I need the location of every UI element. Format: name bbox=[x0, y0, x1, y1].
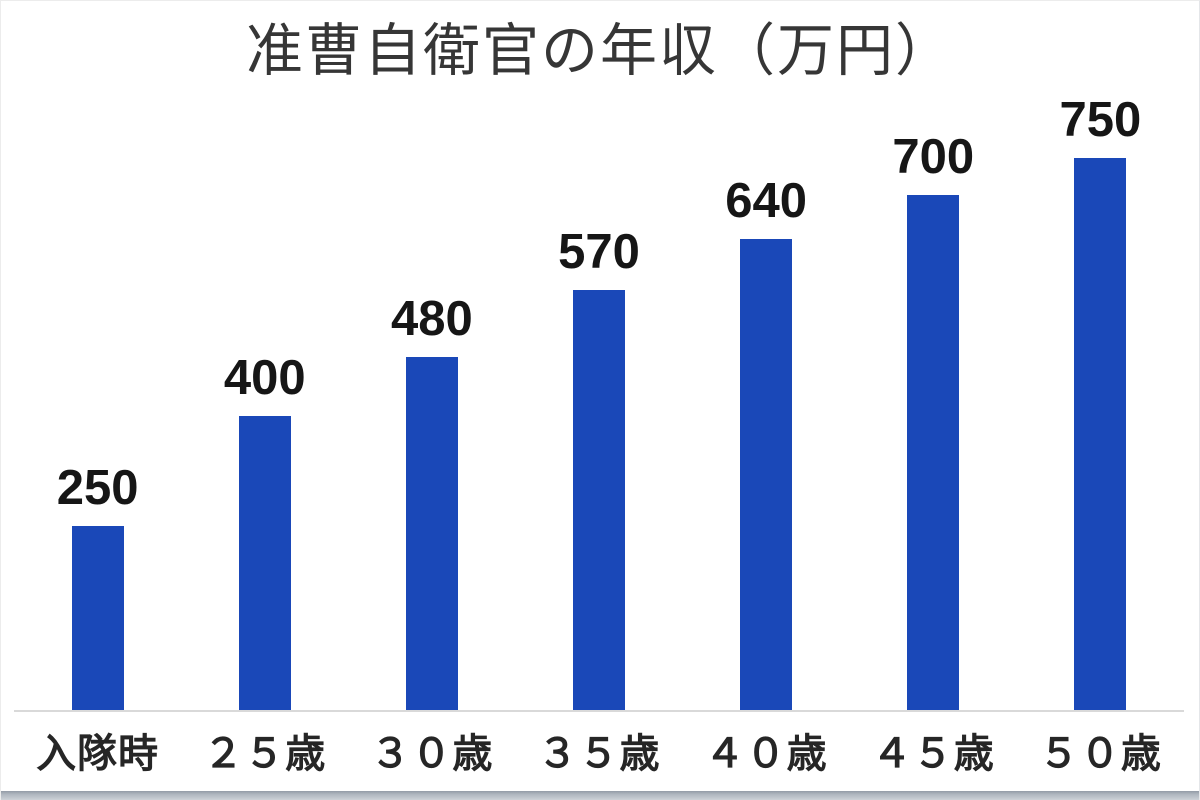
bar bbox=[572, 290, 625, 710]
bottom-edge-band bbox=[1, 791, 1199, 800]
bar-value-label: 750 bbox=[1059, 93, 1142, 147]
bar-column: 480 bbox=[348, 96, 515, 710]
bar bbox=[1074, 158, 1127, 710]
bar bbox=[907, 195, 960, 710]
x-axis-label: ３５歳 bbox=[537, 732, 661, 776]
x-axis-label: ５０歳 bbox=[1038, 732, 1162, 776]
bar-value-label: 570 bbox=[558, 225, 640, 279]
bar bbox=[405, 357, 458, 710]
bar-value-label: 400 bbox=[223, 351, 306, 405]
bar-column: 250 bbox=[14, 96, 181, 710]
bar-column: 750 bbox=[1017, 96, 1184, 710]
x-axis-line bbox=[14, 710, 1184, 712]
x-axis-labels: 入隊時 ２５歳 ３０歳 ３５歳 ４０歳 ４５歳 ５０歳 bbox=[14, 729, 1184, 779]
x-axis-label: ２５歳 bbox=[203, 732, 327, 776]
bar-column: 400 bbox=[181, 96, 348, 710]
bar-value-label: 480 bbox=[390, 292, 473, 346]
bar-value-label: 640 bbox=[725, 174, 808, 228]
chart-title: 准曹自衛官の年収（万円） bbox=[246, 19, 954, 83]
bar bbox=[71, 526, 124, 710]
bar-column: 700 bbox=[850, 96, 1017, 710]
x-axis-label: ４５歳 bbox=[871, 732, 995, 776]
plot-area: 250 400 480 570 640 700 750 bbox=[14, 96, 1184, 710]
bar-value-label: 250 bbox=[56, 461, 139, 515]
x-axis-label: ３０歳 bbox=[370, 732, 494, 776]
bar-value-label: 700 bbox=[892, 130, 975, 184]
bar bbox=[740, 239, 793, 710]
x-axis-label: ４０歳 bbox=[704, 732, 828, 776]
bar bbox=[238, 416, 291, 710]
x-axis-label: 入隊時 bbox=[36, 732, 160, 776]
bar-column: 640 bbox=[683, 96, 850, 710]
bar-column: 570 bbox=[515, 96, 682, 710]
